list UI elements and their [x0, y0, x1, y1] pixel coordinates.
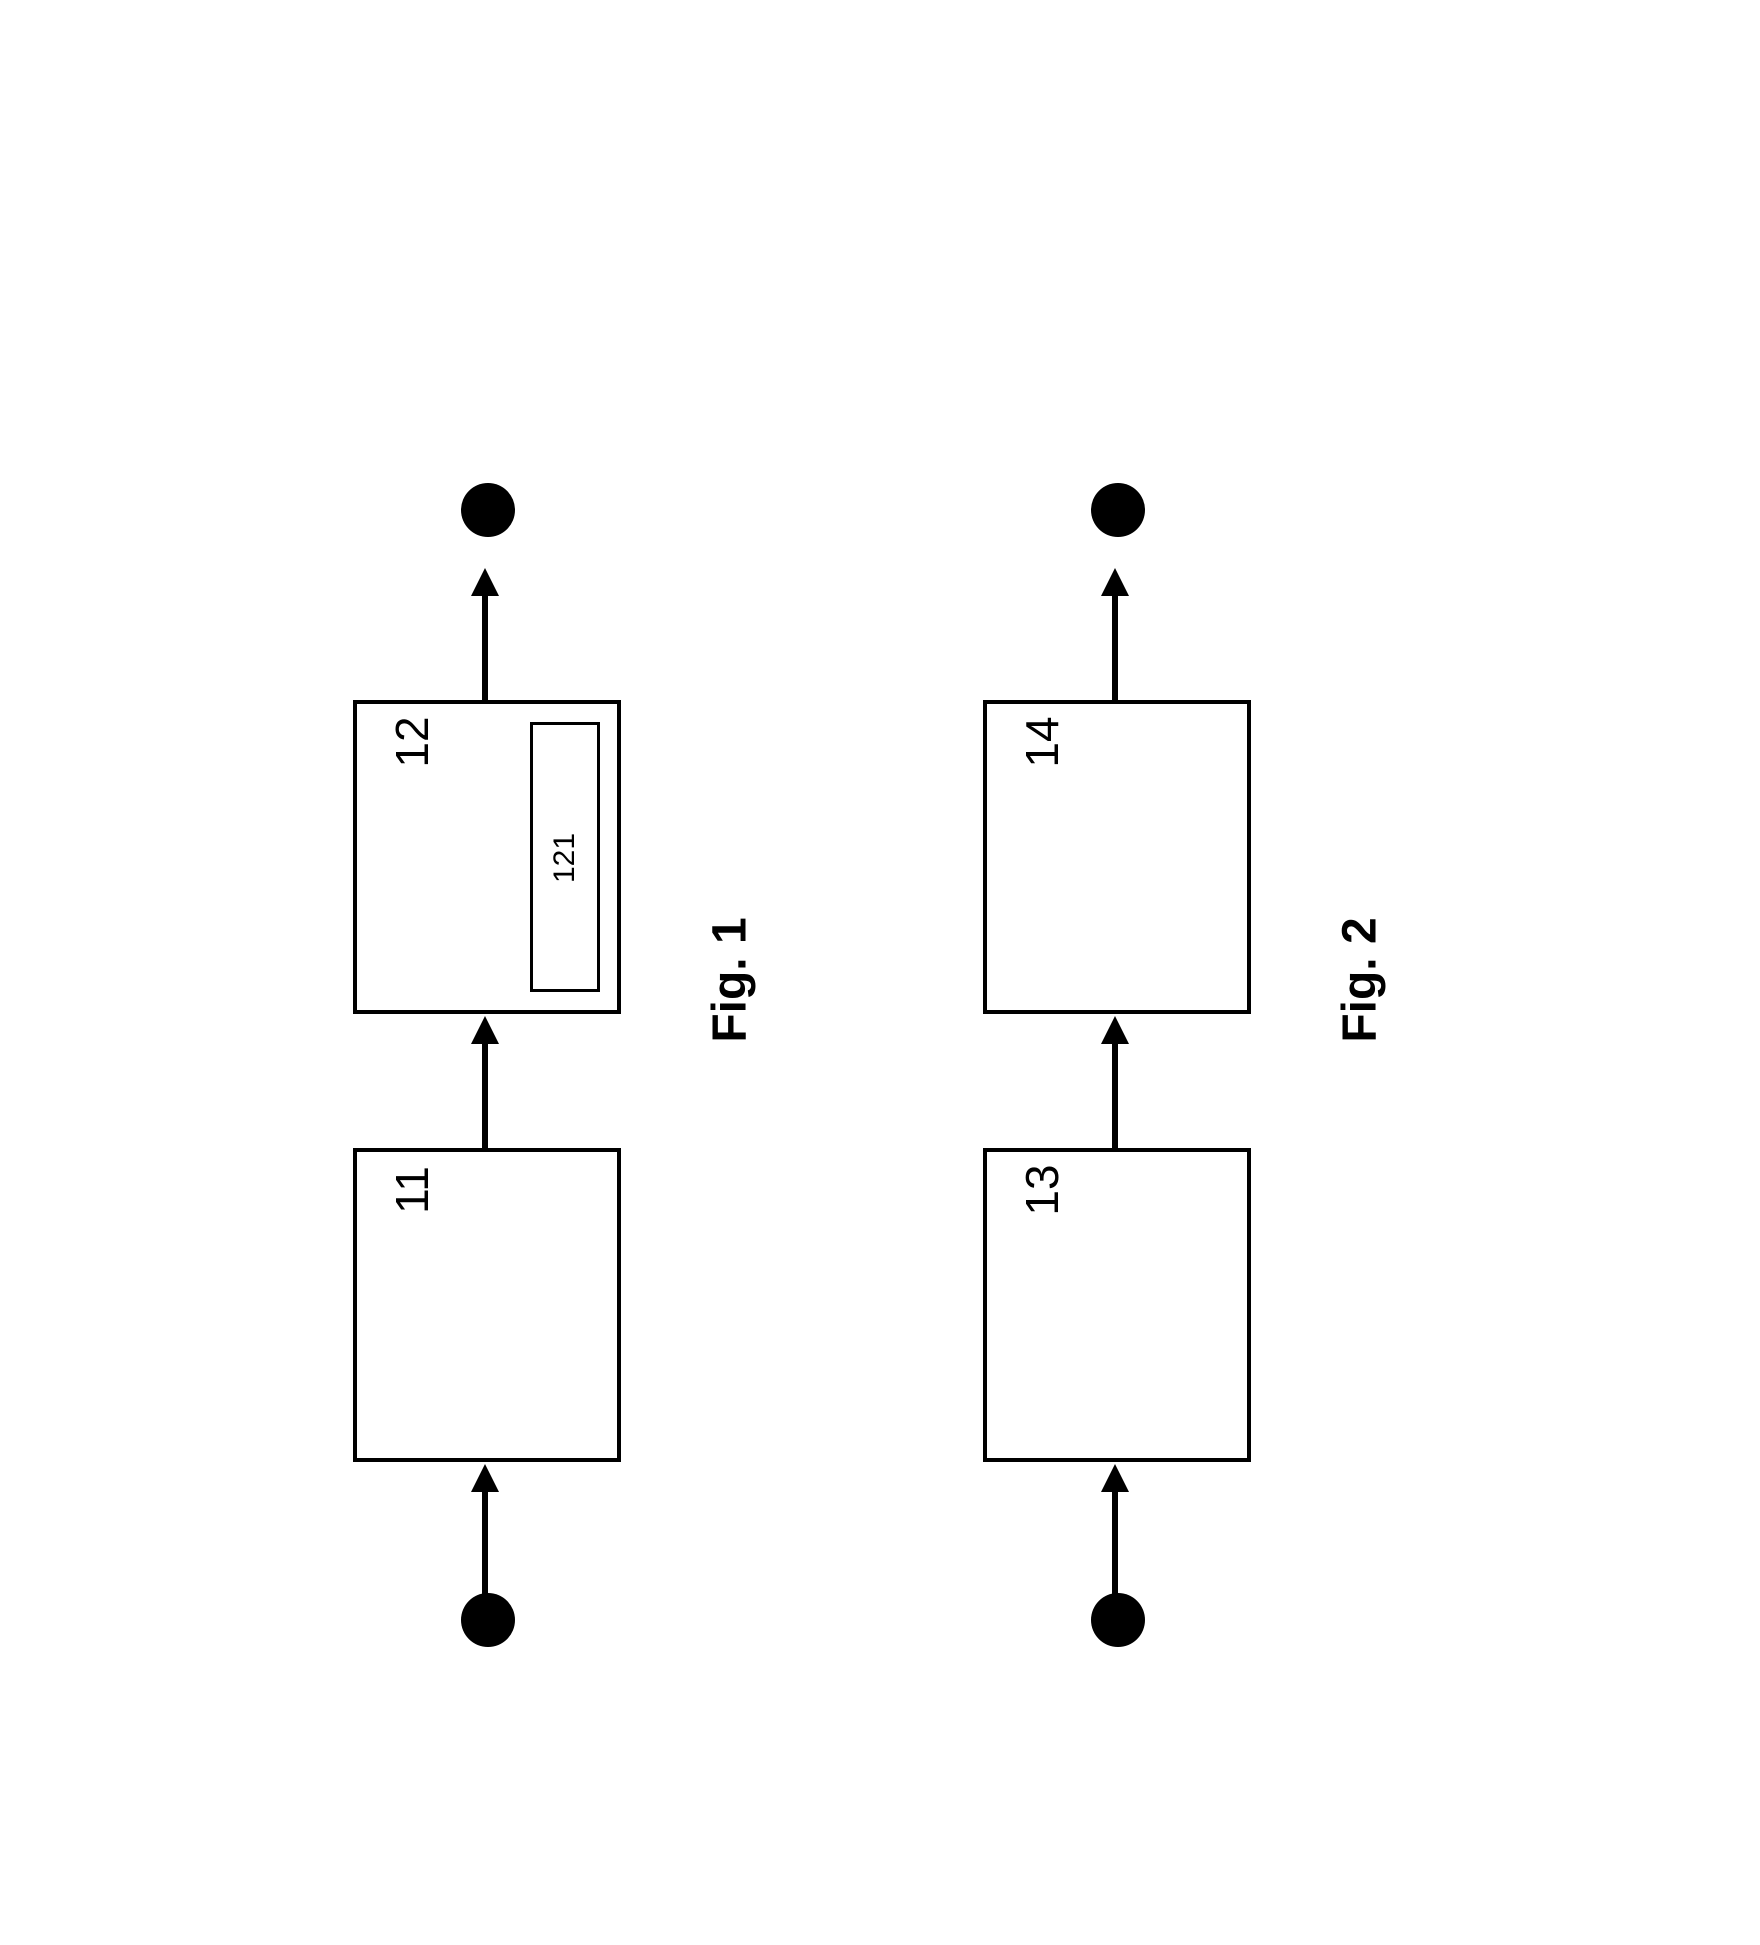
fig1-arrow-3-head [471, 568, 499, 596]
fig1-caption: Fig. 1 [703, 917, 758, 1042]
fig2-arrow-2-head [1101, 1016, 1129, 1044]
fig2-arrow-3-line [1112, 594, 1118, 700]
fig2-end-dot [1091, 483, 1145, 537]
fig1-arrow-2-head [471, 1016, 499, 1044]
fig1-arrow-1-head [471, 1464, 499, 1492]
fig1-inner-box-121-label: 121 [548, 833, 582, 883]
fig2-arrow-1-head [1101, 1464, 1129, 1492]
fig1-arrow-1-line [482, 1490, 488, 1596]
fig2-arrow-3-head [1101, 568, 1129, 596]
fig2-box-13-label: 13 [1015, 1164, 1069, 1215]
fig1-arrow-2-line [482, 1042, 488, 1148]
fig1-box-12-label: 12 [385, 716, 439, 767]
fig2-caption: Fig. 2 [1333, 917, 1388, 1042]
fig2-start-dot [1091, 1593, 1145, 1647]
fig2-arrow-1-line [1112, 1490, 1118, 1596]
fig1-start-dot [461, 1593, 515, 1647]
fig1-end-dot [461, 483, 515, 537]
fig2-box-14-label: 14 [1015, 716, 1069, 767]
fig1-box-11-label: 11 [385, 1166, 439, 1214]
fig1-arrow-3-line [482, 594, 488, 700]
fig2-arrow-2-line [1112, 1042, 1118, 1148]
